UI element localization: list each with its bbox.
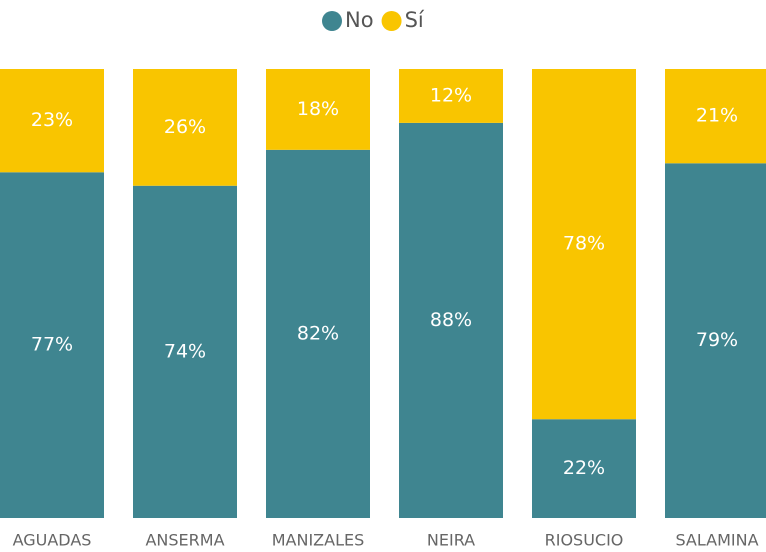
value-label: 22% — [563, 457, 605, 479]
value-label: 79% — [696, 329, 738, 351]
bar-segment — [665, 69, 766, 164]
bar-segment — [399, 69, 503, 123]
bar-segment — [266, 69, 370, 150]
bar-segment — [266, 149, 370, 518]
value-label: 18% — [297, 98, 339, 120]
value-label: 12% — [430, 84, 472, 106]
legend-label: Sí — [405, 8, 425, 32]
legend-swatch — [381, 11, 402, 31]
legend-swatch — [322, 11, 342, 31]
x-tick-label: MANIZALES — [272, 531, 365, 550]
bar-segment — [532, 419, 636, 518]
bar-segment — [133, 185, 237, 519]
value-label: 26% — [164, 116, 206, 138]
legend-label: No — [345, 8, 374, 32]
x-tick-label: RIOSUCIO — [545, 531, 624, 550]
value-label: 23% — [31, 109, 73, 131]
x-tick-label: AGUADAS — [13, 531, 92, 550]
bar-segment — [399, 122, 503, 518]
x-tick-label: SALAMINA — [675, 531, 758, 550]
bar-segment — [133, 69, 237, 186]
bar-segment — [0, 69, 104, 173]
bar-segment — [665, 163, 766, 519]
value-label: 78% — [563, 233, 605, 255]
value-label: 21% — [696, 105, 738, 127]
value-label: 74% — [164, 340, 206, 362]
x-tick-label: NEIRA — [427, 531, 475, 550]
x-tick-label: ANSERMA — [145, 531, 224, 550]
value-label: 88% — [430, 309, 472, 331]
value-label: 82% — [297, 322, 339, 344]
value-label: 77% — [31, 334, 73, 356]
bar-segment — [532, 69, 636, 420]
bar-segment — [0, 172, 104, 518]
